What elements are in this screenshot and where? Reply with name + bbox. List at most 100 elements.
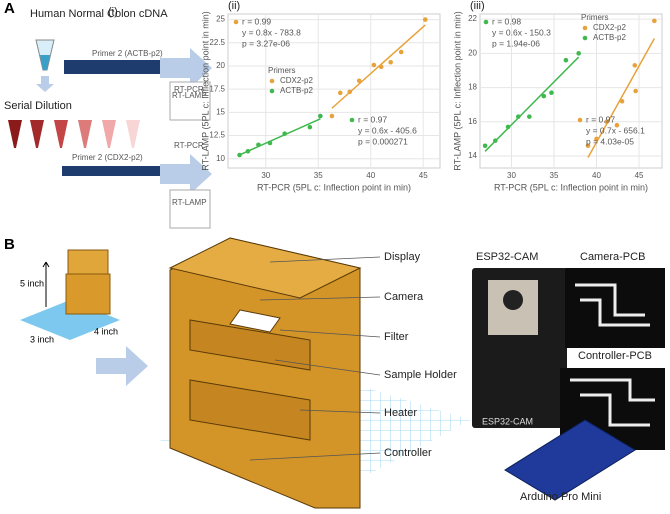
point [388,59,393,65]
x-tick-label: 40 [592,171,601,180]
board-label: Arduino Pro Mini [520,491,601,503]
panel-a-diagram: A (i) Human Normal Colon cDNA Serial Dil… [4,0,212,229]
mini-plot [169,81,211,121]
legend-marker [582,25,588,31]
x-axis-label: RT-PCR (5PL c: Inflection point in min) [257,182,411,192]
arduino-photo [504,419,636,501]
panel-label: B [4,236,15,253]
point [619,98,625,104]
pcr-label: RT-PCR [174,141,204,150]
legend-entry: CDX2-p2 [593,23,626,32]
legend-marker [269,78,275,84]
point [541,93,547,99]
point [337,90,343,96]
y-tick-label: 12.5 [209,131,225,140]
point [378,64,384,70]
board-label: ESP32-CAM [476,251,538,263]
annotation: p = 4.03e-05 [586,136,634,146]
annotation: y = 0.8x - 783.8 [242,27,301,37]
point [632,63,638,68]
tube-liquid [40,55,50,70]
point [515,114,521,119]
dilution-label: Serial Dilution [4,100,72,112]
shape [229,309,281,333]
point [633,88,638,94]
annotation: y = 0.6x - 405.6 [358,125,417,135]
point [318,113,323,119]
board-label: Camera-PCB [580,251,645,263]
fit-line [484,56,580,152]
y-tick-label: 18 [468,83,477,92]
annotation: y = 0.6x - 150.3 [492,27,551,37]
legend-marker [582,35,588,41]
shape [54,120,68,148]
y-tick-label: 17.5 [209,84,225,93]
panel-label: (ii) [228,0,240,12]
shape [102,120,116,148]
annotation: p = 1.94e-06 [492,38,540,48]
part-label: Camera [384,291,424,303]
dim-label: 5 inch [20,278,44,288]
annotation: y = 0.7x - 656.1 [586,125,645,135]
dim-label: 3 inch [30,334,54,344]
fit-line [587,38,656,158]
legend-entry: ACTB-p2 [593,33,626,42]
legend-entry: ACTB-p2 [280,86,313,95]
board-print: ESP32-CAM [482,416,533,426]
point [282,131,287,136]
part-labels: Display Camera Filter Sample Holder Heat… [249,251,457,461]
arrow [160,154,212,194]
point [245,149,251,154]
x-axis-label: RT-PCR (5PL c: Inflection point in min) [494,182,648,192]
point [594,136,599,142]
part-label: Controller [384,447,432,459]
y-tick-label: 22.5 [209,38,225,47]
fit-line [239,118,321,156]
shape [503,290,523,310]
arrow [36,76,54,92]
plot-area [479,13,663,169]
arrow [96,346,148,386]
x-tick-label: 30 [261,171,270,180]
arrow [160,48,212,88]
shape [42,261,50,307]
part-label: Display [384,251,421,263]
gene-bar [62,166,166,176]
primer2-label: Primer 2 (CDX2-p2) [72,153,143,162]
annotation-dot [349,117,355,123]
point [549,90,554,96]
shape [249,256,381,461]
mini-box [67,249,109,275]
point [237,152,242,158]
source-label: Human Normal Colon cDNA [30,8,168,20]
point [563,57,569,63]
point [652,18,657,24]
annotation: r = 0.99 [242,16,271,26]
part-label: Sample Holder [384,369,457,381]
point [604,119,610,125]
legend-title: Primers [581,13,609,22]
point [307,124,313,130]
annotation: r = 0.97 [358,114,387,124]
point [585,143,591,149]
y-tick-label: 15 [216,107,225,116]
y-tick-label: 25 [216,15,225,24]
shape [126,120,140,148]
point [347,89,353,95]
y-tick-label: 22 [468,14,477,23]
fit-line [331,24,426,109]
gene-bar [64,60,164,74]
tubes [8,120,140,148]
annotation: p = 3.27e-06 [242,38,290,48]
mini-box [65,273,111,315]
x-tick-label: 30 [507,171,516,180]
annotation-dot [233,19,239,25]
legend-marker [269,88,275,94]
x-tick-label: 45 [635,171,644,180]
y-axis-label: RT-LAMP (5PL c: Inflection point in min) [200,11,210,170]
x-tick-label: 45 [419,171,428,180]
annotation-dot [483,19,489,25]
legend-entry: CDX2-p2 [280,76,313,85]
shape [168,237,362,299]
